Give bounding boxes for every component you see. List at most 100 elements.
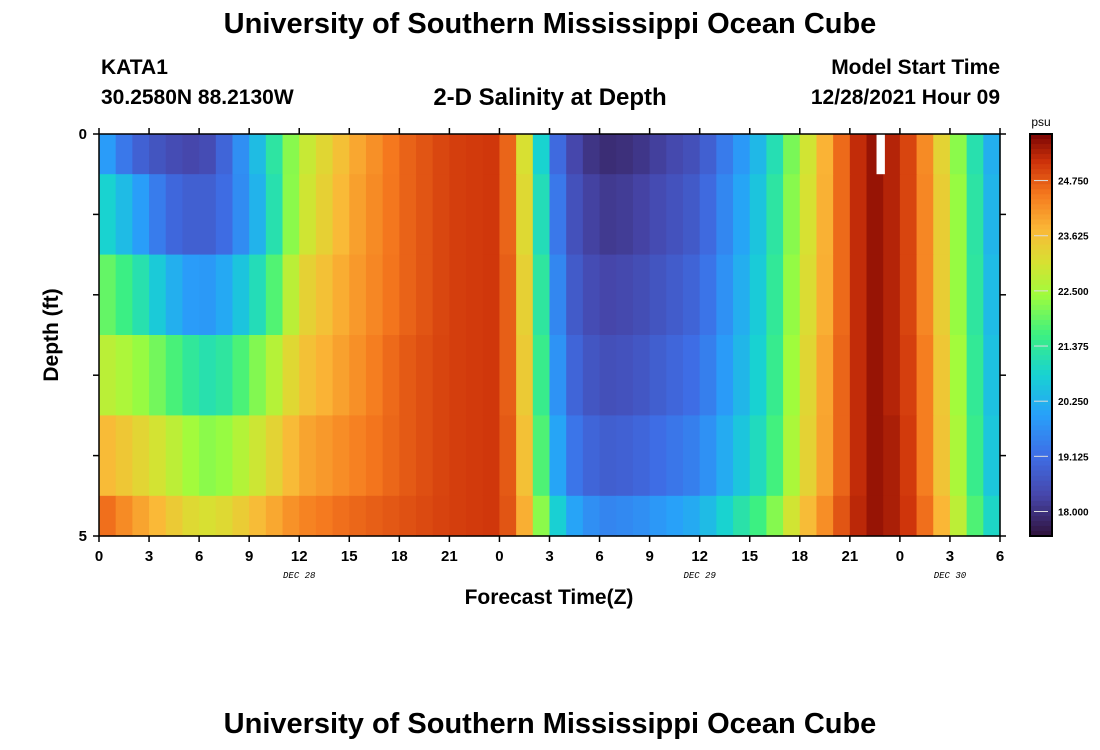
x-tick-label: 15: [741, 548, 758, 565]
colorbar-segment: [1030, 355, 1052, 361]
heatmap-cell: [783, 495, 801, 537]
heatmap-cell: [549, 174, 567, 256]
heatmap-cell: [916, 415, 934, 497]
heatmap-cell: [249, 495, 267, 537]
colorbar-segment: [1030, 420, 1052, 427]
heatmap-cell: [966, 254, 984, 336]
heatmap-cell: [299, 415, 317, 497]
colorbar-unit-label: psu: [1031, 115, 1050, 129]
heatmap-cell: [232, 134, 250, 175]
colorbar-segment: [1030, 319, 1052, 326]
colorbar-segment: [1030, 169, 1052, 175]
heatmap-cell: [733, 134, 751, 175]
heatmap-cell: [349, 174, 367, 256]
heatmap-cell: [582, 415, 601, 497]
heatmap-cell: [516, 174, 534, 256]
heatmap-cell: [899, 254, 918, 336]
heatmap-cell: [432, 495, 450, 537]
heatmap-cell: [115, 415, 133, 497]
heatmap-cell: [883, 134, 901, 175]
heatmap-cell: [833, 174, 851, 256]
heatmap-cell: [115, 254, 133, 336]
colorbar-segment: [1030, 410, 1052, 417]
heatmap-cell: [582, 254, 601, 336]
heatmap-cell: [265, 134, 284, 175]
heatmap-cell: [783, 335, 801, 416]
colorbar-segment: [1030, 269, 1052, 276]
heatmap-cell: [299, 254, 317, 336]
y-axis-title: Depth (ft): [40, 288, 63, 381]
date-label: DEC 28: [283, 571, 316, 581]
heatmap-cell: [449, 415, 467, 497]
heatmap-cell: [616, 134, 634, 175]
colorbar-segment: [1030, 144, 1052, 150]
heatmap-cell: [566, 254, 584, 336]
heatmap-cell: [766, 495, 784, 537]
x-tick-label: 15: [341, 548, 358, 565]
heatmap-cell: [282, 254, 300, 336]
colorbar-segment: [1030, 209, 1052, 216]
heatmap-cell: [382, 134, 400, 175]
footer-title: University of Southern Mississippi Ocean…: [223, 708, 877, 740]
heatmap-cell: [466, 254, 484, 336]
heatmap-cell: [649, 415, 667, 497]
heatmap-cell: [899, 415, 918, 497]
heatmap-cell: [682, 254, 701, 336]
heatmap-cell: [866, 495, 884, 537]
heatmap-cell: [499, 134, 517, 175]
heatmap-cell: [365, 495, 384, 537]
colorbar-segment: [1030, 164, 1052, 170]
heatmap-cell: [232, 174, 250, 256]
chart-subtitle: 2-D Salinity at Depth: [433, 84, 667, 111]
heatmap-cell: [149, 495, 167, 537]
heatmap-cell: [616, 415, 634, 497]
x-tick-label: 21: [441, 548, 458, 565]
colorbar-segment: [1030, 505, 1052, 512]
heatmap-cell: [549, 335, 567, 416]
colorbar-segment: [1030, 204, 1052, 210]
heatmap-cell: [582, 495, 601, 537]
heatmap-cell: [649, 254, 667, 336]
heatmap-cell: [866, 415, 884, 497]
heatmap-cell: [549, 415, 567, 497]
heatmap-cell: [549, 134, 567, 175]
heatmap-cell: [416, 335, 434, 416]
x-tick-label: 0: [896, 548, 904, 565]
heatmap-cell: [382, 254, 400, 336]
x-tick-label: 3: [946, 548, 954, 565]
heatmap-cell: [349, 335, 367, 416]
heatmap-cell: [516, 335, 534, 416]
heatmap-cell: [916, 134, 934, 175]
colorbar-segment: [1030, 385, 1052, 391]
heatmap-cell: [532, 495, 551, 537]
heatmap-cell: [849, 254, 868, 336]
x-tick-label: 0: [495, 548, 503, 565]
heatmap-cell: [783, 174, 801, 256]
page-title: University of Southern Mississippi Ocean…: [223, 8, 877, 40]
colorbar: 18.000 19.125 20.250 21.375 22.500 23.625 24.7…: [1029, 133, 1089, 537]
heatmap-cell: [616, 174, 634, 256]
heatmap-cell: [699, 335, 717, 416]
heatmap-cell: [966, 495, 984, 537]
heatmap-cell: [332, 254, 350, 336]
station-coordinates: 30.2580N 88.2130W: [101, 86, 294, 109]
heatmap-cell: [983, 134, 1001, 175]
heatmap-cell: [215, 415, 234, 497]
heatmap-cell: [332, 134, 350, 175]
heatmap-cell: [799, 134, 818, 175]
heatmap-cell: [733, 174, 751, 256]
heatmap-cell: [866, 335, 884, 416]
heatmap-cell: [699, 174, 717, 256]
heatmap-cell: [349, 254, 367, 336]
colorbar-segment: [1030, 274, 1052, 281]
heatmap-cell: [983, 174, 1001, 256]
heatmap-cell: [315, 495, 334, 537]
colorbar-segment: [1030, 475, 1052, 482]
heatmap-cell: [365, 254, 384, 336]
colorbar-segment: [1030, 299, 1052, 306]
heatmap-cell: [482, 415, 501, 497]
heatmap-cell: [215, 174, 234, 256]
heatmap-cell: [282, 335, 300, 416]
heatmap-cell: [99, 415, 117, 497]
heatmap-cell: [449, 335, 467, 416]
